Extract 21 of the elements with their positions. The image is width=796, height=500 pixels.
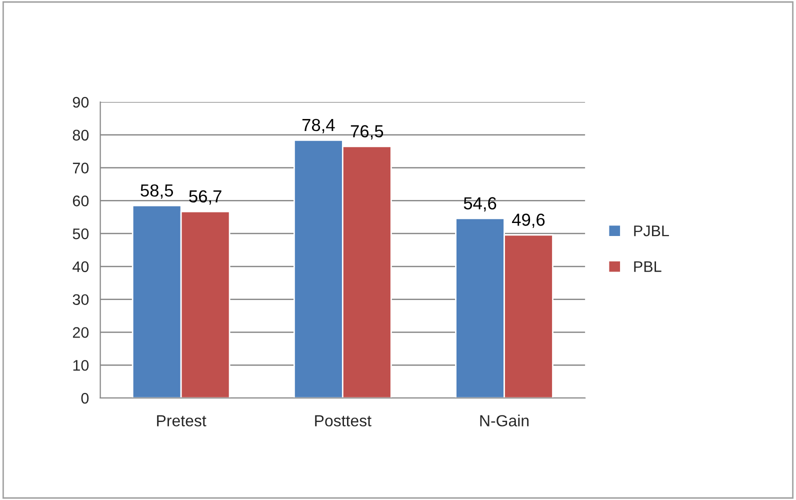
x-tick-label: Pretest <box>157 415 206 426</box>
y-tick-label: 10 <box>73 360 89 371</box>
y-tick-label: 90 <box>72 96 89 108</box>
data-label: 58,5 <box>140 184 174 199</box>
data-label: 49,6 <box>512 214 545 228</box>
y-tick-label: 50 <box>72 228 89 240</box>
data-label: 54,6 <box>464 197 496 212</box>
data-label: 56,7 <box>189 190 222 205</box>
x-tick-label: N-Gain <box>480 414 529 426</box>
legend-label: PBL <box>634 261 662 272</box>
y-tick-label: 80 <box>72 130 89 141</box>
y-tick-label: 70 <box>72 162 89 174</box>
y-tick-label: 40 <box>72 261 89 272</box>
y-tick-label: 30 <box>72 294 89 306</box>
legend-label: PJBL <box>634 226 669 236</box>
y-tick-label: 20 <box>72 327 89 338</box>
data-label: 76,5 <box>350 125 384 140</box>
x-tick-label: Posttest <box>315 415 372 426</box>
y-tick-label: 60 <box>72 196 89 206</box>
data-label: 78,4 <box>302 118 335 134</box>
y-tick-label: 0 <box>81 392 89 404</box>
